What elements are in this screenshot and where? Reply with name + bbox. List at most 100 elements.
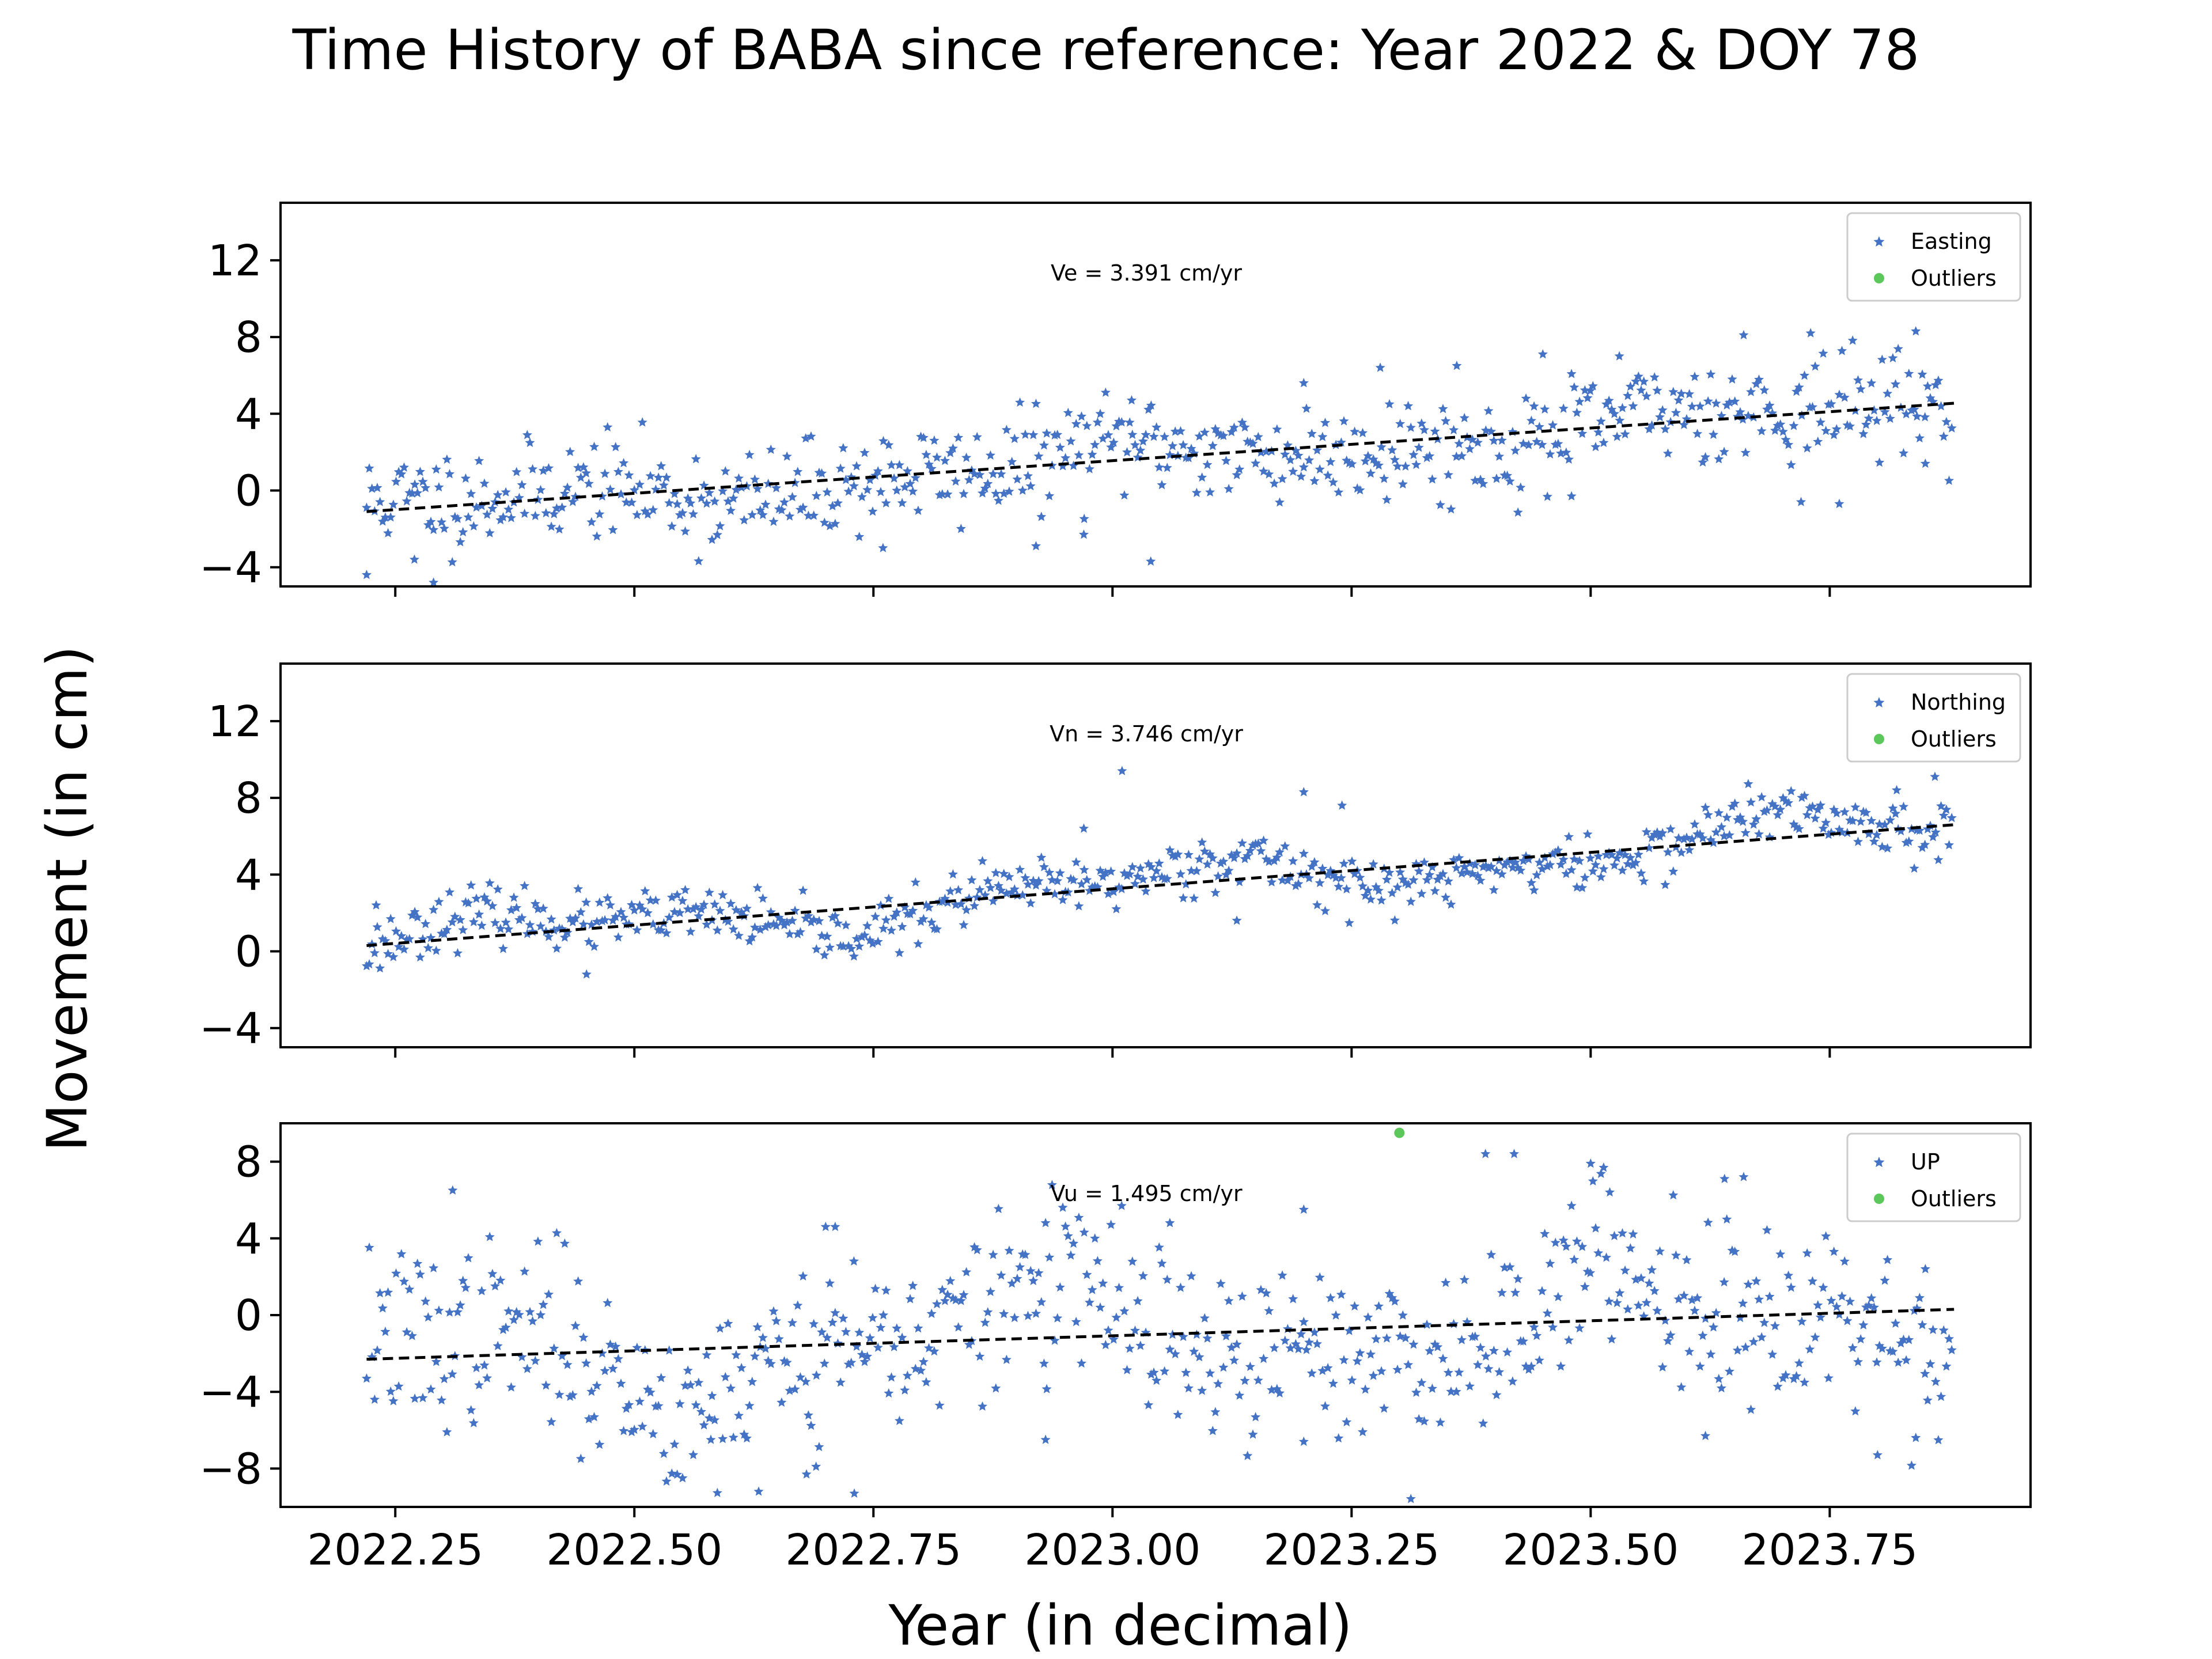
data-point xyxy=(726,505,736,515)
data-point xyxy=(1698,833,1708,843)
data-point xyxy=(1020,873,1031,882)
data-point xyxy=(361,502,372,512)
data-point xyxy=(1869,1302,1879,1312)
data-point xyxy=(1363,885,1373,895)
data-point xyxy=(1719,1277,1729,1287)
data-point xyxy=(399,462,409,472)
data-point xyxy=(1892,785,1902,795)
data-point xyxy=(1031,541,1041,551)
data-point xyxy=(892,907,902,917)
data-point xyxy=(600,1365,610,1376)
data-point xyxy=(1480,1149,1491,1158)
data-point xyxy=(840,475,851,484)
data-point xyxy=(1628,401,1638,411)
data-point xyxy=(367,483,377,493)
data-point xyxy=(1759,385,1770,395)
data-point xyxy=(1775,804,1786,814)
data-point xyxy=(385,1386,396,1396)
data-point xyxy=(1149,431,1159,441)
legend-marker-data xyxy=(1873,236,1885,247)
data-point xyxy=(1826,1296,1836,1305)
data-point xyxy=(1655,412,1665,422)
data-point xyxy=(546,914,556,924)
data-point xyxy=(766,444,776,454)
data-point xyxy=(1298,1316,1309,1327)
data-point xyxy=(1033,1268,1044,1278)
data-point xyxy=(1058,895,1068,904)
data-point xyxy=(1655,1246,1665,1256)
data-point xyxy=(983,478,993,488)
data-point xyxy=(937,896,948,906)
data-point xyxy=(1036,1297,1047,1306)
data-point xyxy=(774,1334,784,1343)
data-point xyxy=(369,948,380,957)
data-point xyxy=(460,1282,471,1292)
data-point xyxy=(712,1487,722,1497)
data-point xyxy=(1259,835,1269,845)
data-point xyxy=(1406,1494,1416,1503)
data-point xyxy=(1408,1339,1419,1349)
data-point xyxy=(1842,1316,1853,1325)
data-point xyxy=(1400,461,1411,471)
data-point xyxy=(822,1332,832,1342)
data-point xyxy=(1245,846,1255,855)
data-point xyxy=(798,1271,808,1281)
data-point xyxy=(1684,1346,1695,1356)
data-point xyxy=(1491,1389,1502,1399)
data-point xyxy=(1106,1219,1116,1229)
data-point xyxy=(1074,450,1084,460)
data-point xyxy=(988,1249,998,1259)
data-point xyxy=(594,1439,605,1449)
data-point xyxy=(664,498,675,507)
data-point xyxy=(854,941,865,951)
data-point xyxy=(1069,874,1079,885)
data-point xyxy=(894,1415,904,1425)
data-point xyxy=(1229,1355,1239,1365)
data-point xyxy=(1347,856,1357,866)
data-point xyxy=(559,1238,570,1248)
data-point xyxy=(934,1400,945,1410)
data-point xyxy=(1711,827,1721,837)
data-point xyxy=(409,554,419,564)
data-point xyxy=(1668,1190,1679,1200)
data-point xyxy=(586,517,597,527)
data-point xyxy=(1157,480,1167,490)
data-point xyxy=(1267,1385,1277,1395)
chart-title: Time History of BABA since reference: Ye… xyxy=(292,18,1920,82)
data-point xyxy=(806,917,816,927)
data-point xyxy=(753,1486,764,1496)
data-point xyxy=(1406,896,1416,906)
data-point xyxy=(1665,824,1676,834)
data-point xyxy=(388,1396,399,1406)
data-point xyxy=(1590,859,1601,869)
data-point xyxy=(1874,457,1885,467)
data-point xyxy=(1625,1243,1635,1253)
data-point xyxy=(1880,1275,1890,1285)
data-point xyxy=(404,1284,415,1294)
data-point xyxy=(1593,427,1604,437)
data-point xyxy=(1641,391,1652,401)
data-point xyxy=(1553,438,1563,448)
data-point xyxy=(1807,402,1818,411)
data-point xyxy=(1229,422,1239,432)
data-point xyxy=(838,443,849,453)
data-point xyxy=(1740,827,1751,838)
data-point xyxy=(1925,1359,1936,1369)
data-point xyxy=(1690,372,1700,381)
data-point xyxy=(1098,1278,1108,1288)
data-point xyxy=(482,1373,493,1382)
data-point xyxy=(1433,1342,1443,1351)
data-point xyxy=(801,1376,811,1386)
data-point xyxy=(694,556,704,566)
data-point xyxy=(1170,426,1180,436)
data-point xyxy=(482,509,493,519)
data-point xyxy=(396,469,407,479)
data-point xyxy=(1082,874,1092,884)
data-point xyxy=(1060,453,1071,463)
data-point xyxy=(621,497,631,507)
data-point xyxy=(739,515,749,525)
data-point xyxy=(1347,1375,1357,1385)
data-point xyxy=(822,487,832,497)
data-point xyxy=(1714,808,1724,817)
